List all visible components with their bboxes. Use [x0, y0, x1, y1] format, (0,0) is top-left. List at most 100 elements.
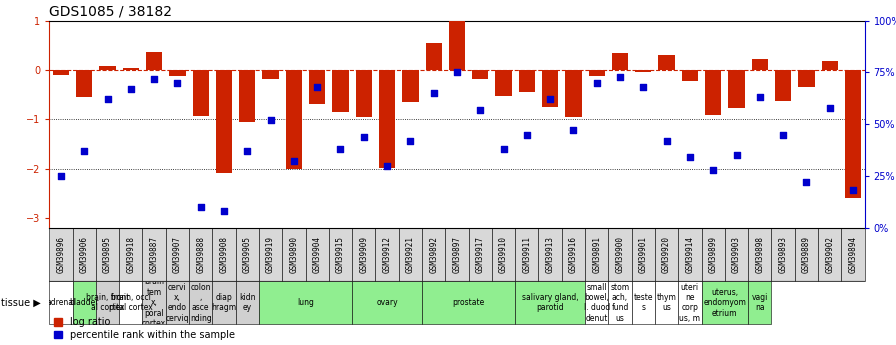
Bar	[263, 70, 279, 79]
Text: GSM39903: GSM39903	[732, 236, 741, 273]
Bar	[332, 70, 349, 112]
Text: GSM39890: GSM39890	[289, 236, 298, 273]
Bar	[775, 70, 791, 100]
Bar	[632, 281, 655, 324]
Bar	[422, 281, 515, 324]
Bar	[189, 281, 212, 324]
Text: GSM39887: GSM39887	[150, 236, 159, 273]
Point	[846, 188, 860, 193]
Point	[566, 128, 581, 133]
Bar	[705, 70, 721, 115]
Text: GSM39917: GSM39917	[476, 236, 485, 273]
Text: stom
ach,
fund
us: stom ach, fund us	[610, 283, 630, 323]
Text: brain
tem
x,
poral
cortex: brain tem x, poral cortex	[142, 277, 166, 328]
Bar	[565, 70, 582, 117]
Bar	[771, 228, 795, 281]
Bar	[402, 70, 418, 102]
Text: kidn
ey: kidn ey	[239, 293, 255, 313]
Bar	[356, 70, 372, 117]
Point	[823, 105, 837, 110]
Bar	[306, 228, 329, 281]
Bar	[169, 70, 185, 76]
Bar	[123, 68, 139, 70]
Point	[124, 86, 138, 92]
Bar	[469, 228, 492, 281]
Bar	[655, 228, 678, 281]
Bar	[49, 228, 73, 281]
Text: GDS1085 / 38182: GDS1085 / 38182	[49, 4, 172, 18]
Text: GSM39892: GSM39892	[429, 236, 438, 273]
Bar	[166, 228, 189, 281]
Bar	[142, 228, 166, 281]
Text: teste
s: teste s	[633, 293, 653, 313]
Bar	[236, 281, 259, 324]
Text: GSM39918: GSM39918	[126, 236, 135, 273]
Bar	[655, 281, 678, 324]
Bar	[119, 281, 142, 324]
Bar	[845, 70, 861, 198]
Text: uterus,
endomyom
etrium: uterus, endomyom etrium	[703, 288, 746, 318]
Text: GSM39907: GSM39907	[173, 236, 182, 273]
Bar	[585, 281, 608, 324]
Text: brain, front
al cortex: brain, front al cortex	[86, 293, 129, 313]
Bar	[678, 281, 702, 324]
Bar	[472, 70, 488, 79]
Point	[683, 155, 697, 160]
Text: GSM39906: GSM39906	[80, 236, 89, 273]
Text: prostate: prostate	[452, 298, 485, 307]
Bar	[212, 228, 236, 281]
Text: bladder: bladder	[70, 298, 99, 307]
Text: GSM39920: GSM39920	[662, 236, 671, 273]
Bar	[635, 70, 651, 72]
Text: GSM39888: GSM39888	[196, 236, 205, 273]
Bar	[795, 228, 818, 281]
Bar	[841, 228, 865, 281]
Text: GSM39908: GSM39908	[220, 236, 228, 273]
Bar	[562, 228, 585, 281]
Point	[263, 117, 278, 123]
Point	[543, 97, 557, 102]
Bar	[682, 70, 698, 81]
Text: GSM39891: GSM39891	[592, 236, 601, 273]
Point	[450, 70, 464, 75]
Point	[194, 204, 208, 210]
Text: cervi
x,
endo
cerviq: cervi x, endo cerviq	[166, 283, 189, 323]
Bar	[542, 70, 558, 107]
Point	[799, 179, 814, 185]
Bar	[375, 228, 399, 281]
Bar	[752, 59, 768, 70]
Point	[426, 90, 441, 96]
Point	[380, 163, 394, 168]
Text: GSM39901: GSM39901	[639, 236, 648, 273]
Text: diap
hragm: diap hragm	[211, 293, 237, 313]
Bar	[702, 281, 748, 324]
Text: ovary: ovary	[376, 298, 398, 307]
Point	[217, 208, 231, 214]
Bar	[495, 70, 512, 96]
Bar	[818, 228, 841, 281]
Text: GSM39910: GSM39910	[499, 236, 508, 273]
Bar	[352, 228, 375, 281]
Text: GSM39896: GSM39896	[56, 236, 65, 273]
Text: GSM39898: GSM39898	[755, 236, 764, 273]
Bar	[748, 281, 771, 324]
Point	[706, 167, 720, 172]
Text: adrenal: adrenal	[47, 298, 75, 307]
Bar	[73, 228, 96, 281]
Bar	[538, 228, 562, 281]
Bar	[422, 228, 445, 281]
Bar	[259, 281, 352, 324]
Bar	[239, 70, 255, 122]
Bar	[53, 70, 69, 75]
Point	[473, 107, 487, 112]
Point	[310, 84, 324, 90]
Bar	[99, 66, 116, 70]
Bar	[73, 281, 96, 324]
Bar	[748, 228, 771, 281]
Text: GSM39914: GSM39914	[685, 236, 694, 273]
Bar	[519, 70, 535, 92]
Point	[753, 95, 767, 100]
Point	[357, 134, 371, 139]
Text: GSM39921: GSM39921	[406, 236, 415, 273]
Bar	[492, 228, 515, 281]
